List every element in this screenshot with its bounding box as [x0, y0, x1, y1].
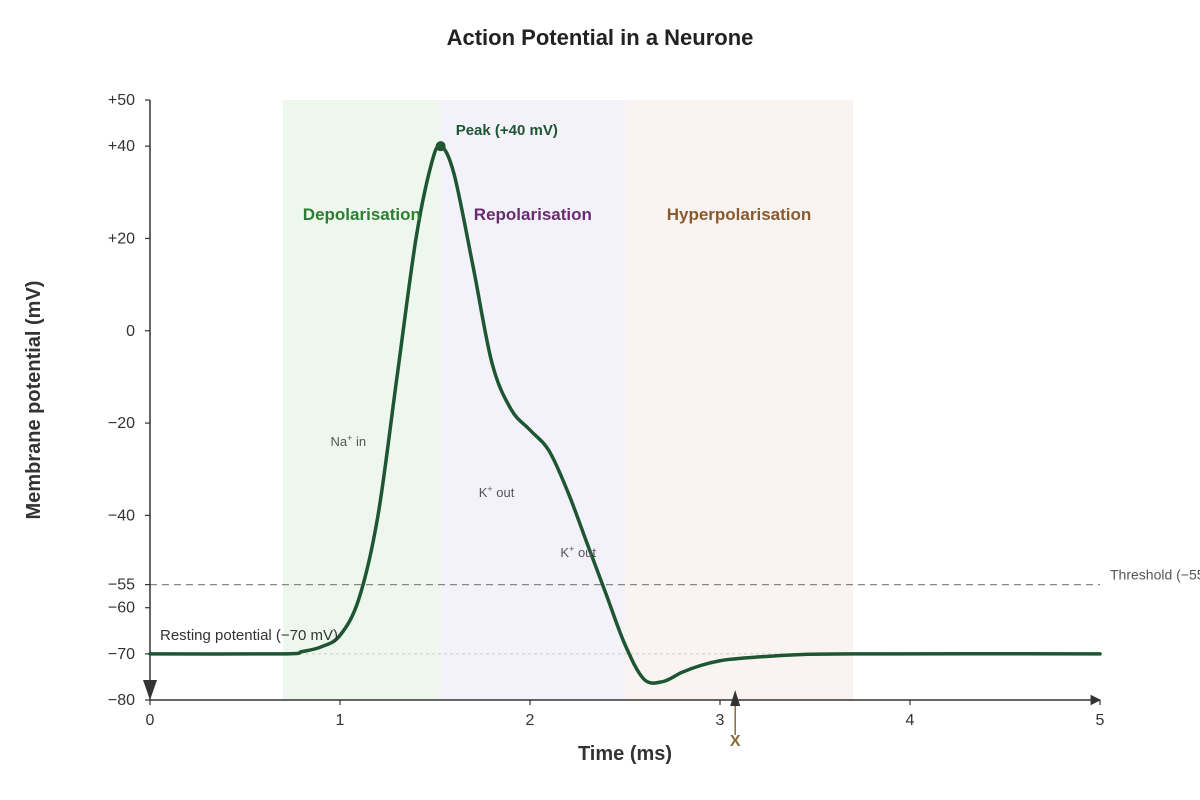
y-tick-label-2: +20 — [108, 230, 135, 247]
chart-title: Action Potential in a Neurone — [447, 25, 754, 50]
y-tick-label-3: 0 — [126, 323, 135, 340]
x-tick-label-4: 4 — [906, 712, 915, 729]
x-tick-label-0: 0 — [146, 712, 155, 729]
x-axis-label: Time (ms) — [578, 743, 672, 765]
phase-label-0: Depolarisation — [303, 205, 421, 224]
resting-label: Resting potential (−70 mV) — [160, 627, 338, 644]
y-axis-arrowhead — [143, 680, 157, 700]
y-tick-label-1: +40 — [108, 138, 135, 155]
phase-band-1 — [441, 100, 625, 700]
peak-label: Peak (+40 mV) — [456, 122, 558, 139]
y-axis-label: Membrane potential (mV) — [23, 281, 45, 520]
y-tick-label-8: −70 — [108, 646, 135, 663]
x-tick-label-3: 3 — [716, 712, 725, 729]
y-tick-label-7: −60 — [108, 600, 135, 617]
phase-label-2: Hyperpolarisation — [667, 205, 812, 224]
y-tick-label-4: −20 — [108, 415, 135, 432]
y-tick-label-5: −40 — [108, 507, 135, 524]
phase-label-1: Repolarisation — [474, 205, 592, 224]
threshold-label: Threshold (−55 mV) — [1110, 567, 1200, 583]
phase-band-0 — [283, 100, 441, 700]
y-tick-label-6: −55 — [108, 577, 135, 594]
x-tick-label-1: 1 — [336, 712, 345, 729]
x-marker-label: X — [730, 733, 741, 750]
x-tick-label-5: 5 — [1096, 712, 1105, 729]
peak-point — [436, 141, 446, 151]
y-tick-label-9: −80 — [108, 692, 135, 709]
ion-label-1: K+ out — [479, 484, 515, 500]
phase-band-2 — [625, 100, 853, 700]
y-tick-label-0: +50 — [108, 92, 135, 109]
x-tick-label-2: 2 — [526, 712, 535, 729]
ion-label-2: K+ out — [560, 544, 596, 560]
phase-bands — [283, 100, 853, 700]
